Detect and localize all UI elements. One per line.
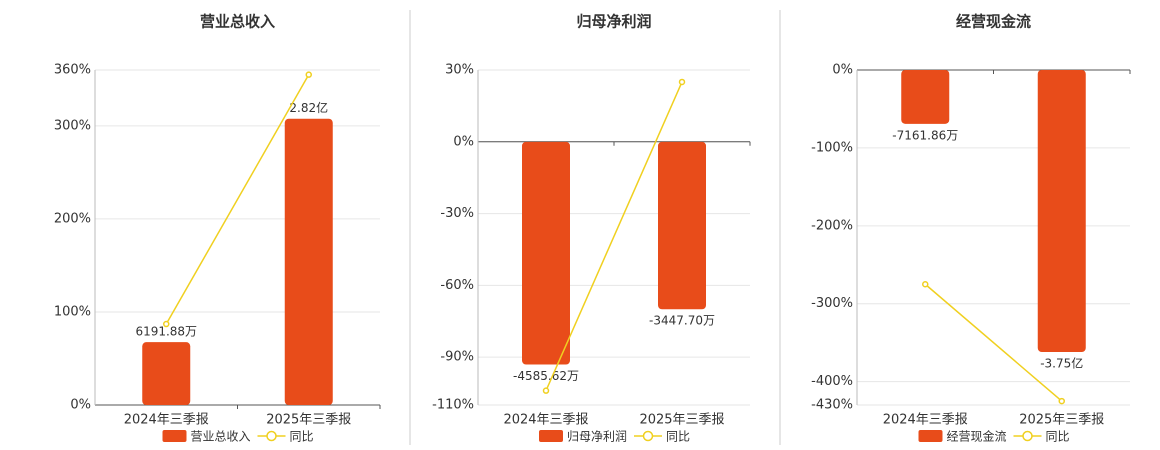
value-label: -4585.62万 [513,369,579,383]
chart-title: 营业总收入 [200,13,275,31]
bar [284,118,333,406]
y-tick-label: 100% [54,304,91,319]
y-tick-label: -430% [811,398,853,413]
chart-title: 经营现金流 [956,13,1031,31]
line-point [305,71,312,78]
legend-label: 归母净利润 [567,430,627,444]
bar [522,141,570,365]
value-label: 2.82亿 [289,100,328,115]
bar [1037,70,1086,352]
y-tick-label: -90% [440,350,474,365]
legend-label: 营业总收入 [191,430,251,444]
bar [142,342,191,405]
y-tick-label: 0% [70,398,91,413]
y-tick-label: -100% [811,140,853,155]
value-label: 6191.88万 [135,325,197,339]
legend-marker [266,430,277,442]
y-tick-label: -110% [432,398,474,413]
line-point [922,280,929,288]
y-tick-label: 0% [453,134,474,149]
y-tick-label: 30% [445,63,474,78]
chart-title: 归母净利润 [576,13,651,31]
legend-label: 同比 [1046,430,1070,444]
y-tick-label: -300% [811,296,853,311]
y-tick-label: 200% [54,211,91,226]
legend-swatch [539,430,563,442]
line [924,283,1063,402]
bar [658,141,706,310]
legend-swatch [162,430,187,442]
x-tick-label: 2024年三季报 [503,413,588,428]
x-tick-label: 2025年三季报 [1019,413,1104,428]
line-point [678,78,686,86]
y-tick-label: -200% [811,218,853,233]
legend-label: 经营现金流 [947,429,1007,444]
y-tick-label: -400% [811,374,853,389]
x-tick-label: 2025年三季报 [266,413,351,428]
y-tick-label: -60% [440,278,474,293]
line-point [163,320,170,328]
line-point [542,387,550,394]
legend-label: 同比 [290,430,314,444]
y-tick-label: 300% [54,118,91,133]
y-tick-label: 360% [54,63,91,78]
legend-marker [1022,430,1033,442]
line [165,74,310,325]
value-label: -7161.86万 [892,128,958,142]
x-tick-label: 2025年三季报 [639,413,724,428]
line [545,81,683,391]
x-tick-label: 2024年三季报 [124,413,209,428]
bar [901,70,950,124]
x-tick-label: 2024年三季报 [883,413,968,428]
line-point [1058,397,1065,405]
value-label: -3.75亿 [1040,355,1083,370]
value-label: -3447.70万 [649,314,715,328]
y-tick-label: 0% [832,63,853,78]
legend-label: 同比 [666,430,690,444]
legend-swatch [918,430,943,442]
y-tick-label: -30% [440,206,474,221]
legend-marker [642,430,654,442]
